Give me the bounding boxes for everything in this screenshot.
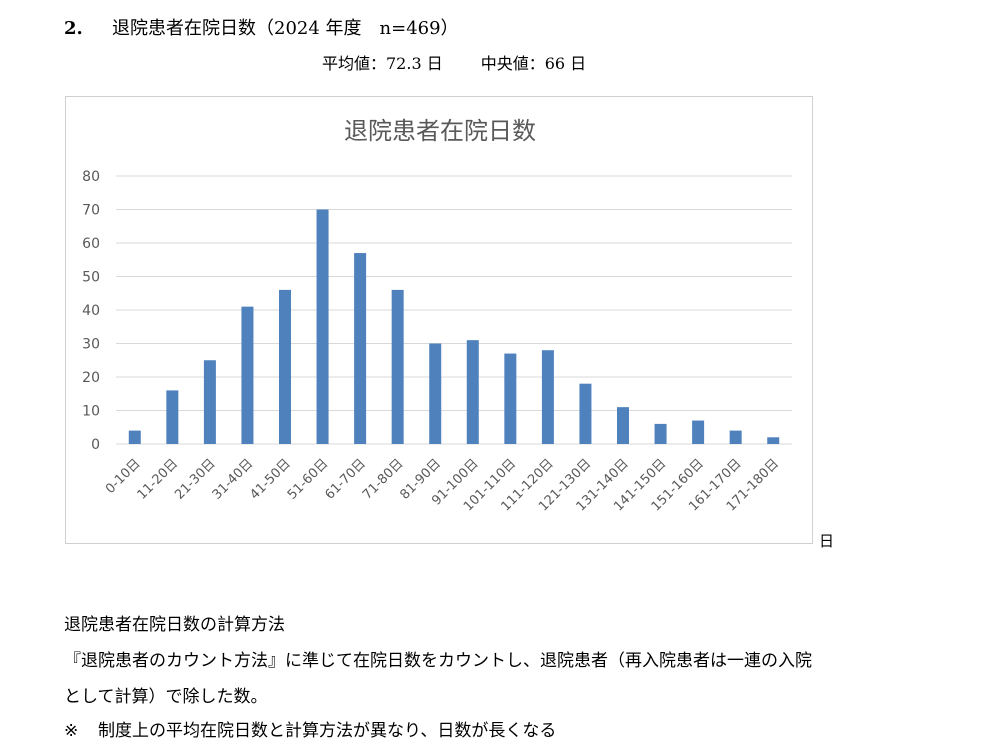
- bar: [316, 209, 329, 444]
- y-tick-label: 10: [82, 404, 100, 420]
- x-tick-label: 71-80日: [360, 456, 407, 503]
- bar: [541, 350, 554, 444]
- x-axis-ticks: 0-10日11-20日21-30日31-40日41-50日51-60日61-70…: [103, 456, 782, 514]
- bar: [692, 420, 705, 444]
- bar: [729, 430, 742, 444]
- x-tick-label: 61-70日: [322, 456, 369, 503]
- bar: [429, 343, 442, 444]
- bar: [617, 407, 629, 444]
- chart-container: 退院患者在院日数 0 10 20 30 40 50 60 70 80 0-10日 11-20日 21…: [65, 96, 813, 544]
- x-tick-label: 11-20日: [135, 456, 182, 503]
- y-tick-label: 20: [82, 370, 100, 386]
- bar: [767, 437, 780, 444]
- bars: [128, 209, 780, 444]
- chart-title: 退院患者在院日数: [344, 117, 536, 145]
- y-axis-ticks: 0 10 20 30 40 50 60 70 80: [82, 169, 100, 453]
- bar: [654, 423, 667, 444]
- bar: [354, 253, 367, 444]
- bar-chart: 退院患者在院日数 0 10 20 30 40 50 60 70 80 0-10日11-20日21…: [82, 117, 792, 514]
- method-text-line-1: 『退院患者のカウント方法』に準じて在院日数をカウントし、退院患者（再入院患者は一…: [64, 651, 812, 671]
- bar: [128, 430, 141, 444]
- note-mark: ※: [64, 721, 79, 741]
- y-tick-label: 60: [82, 236, 100, 252]
- method-note: ※ 制度上の平均在院日数と計算方法が異なり、日数が長くなる: [64, 716, 556, 741]
- x-tick-label: 41-50日: [247, 456, 294, 503]
- y-tick-label: 70: [82, 203, 100, 219]
- method-text-line-2: として計算）で除した数。: [64, 687, 268, 707]
- y-tick-label: 50: [82, 270, 100, 286]
- summary-stats: 平均値：72.3 日 中央値：66 日: [322, 50, 586, 74]
- section-number: 2.: [64, 18, 83, 39]
- bar: [504, 353, 517, 444]
- bar: [279, 289, 291, 444]
- median-value: 中央値：66 日: [480, 54, 587, 73]
- note-text: 制度上の平均在院日数と計算方法が異なり、日数が長くなる: [98, 721, 557, 741]
- section-title: 退院患者在院日数（2024 年度 n=469）: [112, 18, 459, 39]
- x-tick-label: 51-60日: [285, 456, 332, 503]
- x-tick-label: 21-30日: [172, 456, 219, 503]
- bar: [579, 383, 592, 444]
- x-axis-unit-label: 日: [819, 532, 835, 550]
- method-title: 退院患者在院日数の計算方法: [64, 615, 285, 635]
- bar: [466, 340, 479, 444]
- y-tick-label: 40: [82, 303, 100, 319]
- x-tick-label: 31-40日: [210, 456, 257, 503]
- y-tick-label: 30: [82, 337, 100, 353]
- bar: [391, 289, 404, 444]
- bar: [241, 306, 254, 444]
- y-tick-label: 80: [82, 169, 100, 185]
- mean-value: 平均値：72.3 日: [322, 54, 443, 73]
- section-heading: 2. 退院患者在院日数（2024 年度 n=469）: [64, 14, 459, 40]
- y-tick-label: 0: [91, 437, 100, 453]
- bar: [203, 360, 216, 444]
- gridlines: [116, 175, 792, 445]
- bar: [166, 390, 179, 444]
